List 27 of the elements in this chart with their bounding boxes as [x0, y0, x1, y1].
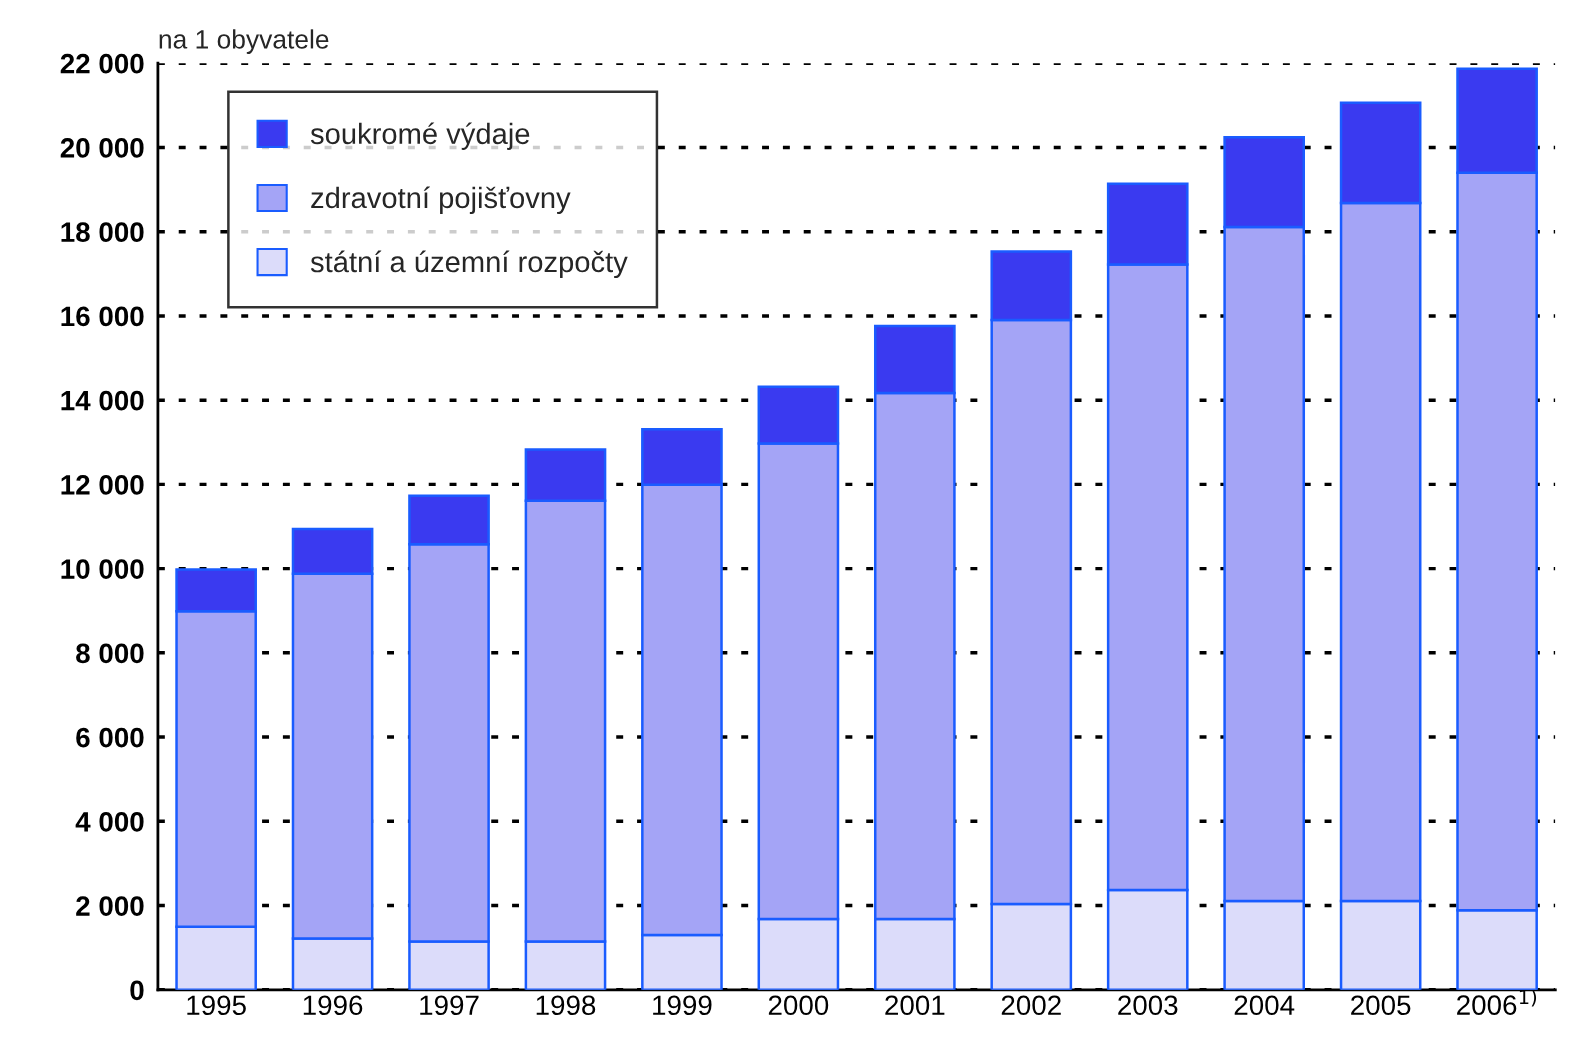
- y-tick-label: 16 000: [61, 306, 144, 327]
- x-tick-label: 2002: [1001, 995, 1061, 1016]
- x-tick-label: 1995: [187, 995, 246, 1016]
- y-tick-label: 6 000: [76, 727, 144, 748]
- y-axis-title: na 1 obyvatele: [159, 29, 329, 54]
- legend-label: soukromé výdaje: [310, 122, 530, 150]
- legend-label: zdravotní pojišťovny: [311, 186, 571, 215]
- y-tick-label: 8 000: [76, 643, 144, 664]
- legend-label: státní a územní rozpočty: [310, 250, 628, 279]
- x-tick-label: 2004: [1234, 995, 1295, 1016]
- y-tick-label: 2 000: [76, 896, 144, 916]
- x-tick-label: 2003: [1118, 995, 1178, 1016]
- y-tick-label: 0: [130, 980, 144, 1001]
- y-tick-label: 12 000: [61, 475, 144, 495]
- x-tick-label: 1998: [536, 995, 596, 1016]
- x-tick-label: 1999: [653, 995, 712, 1016]
- x-tick-label: 2000: [768, 995, 829, 1016]
- x-tick-label: 1997: [420, 995, 479, 1016]
- x-tick-label: 1996: [303, 995, 363, 1016]
- y-tick-label: 18 000: [61, 222, 144, 242]
- y-tick-label: 10 000: [61, 559, 144, 579]
- y-tick-label: 22 000: [60, 53, 144, 74]
- y-tick-label: 20 000: [60, 138, 144, 158]
- y-tick-label: 4 000: [75, 812, 144, 832]
- x-tick-label: 2005: [1351, 995, 1411, 1016]
- y-tick-label: 14 000: [61, 390, 144, 411]
- x-tick-label: 2001: [885, 995, 945, 1016]
